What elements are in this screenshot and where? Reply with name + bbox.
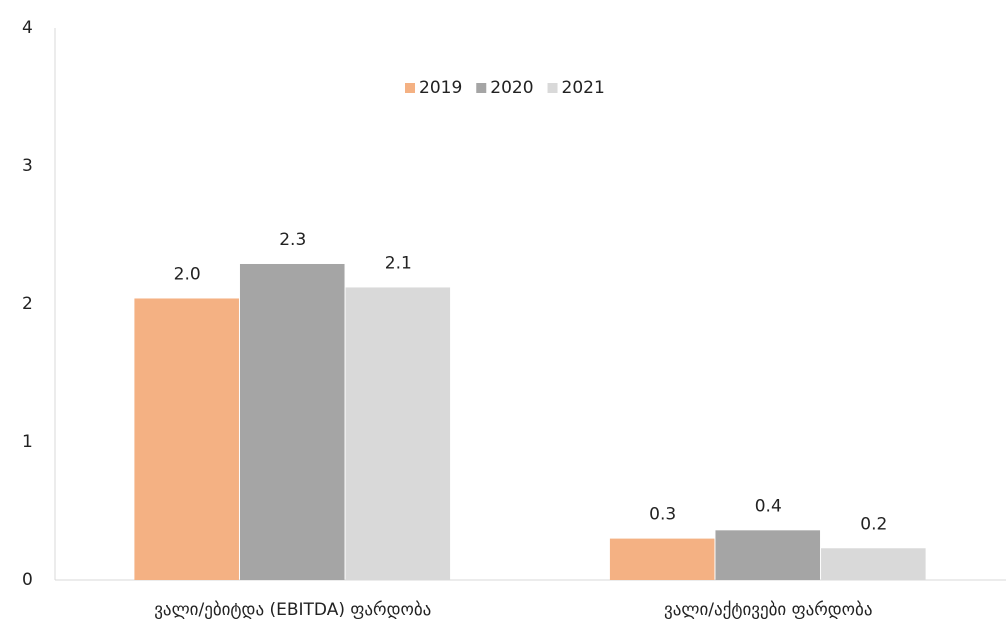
bar [239,263,345,580]
bar [134,298,239,580]
data-label: 0.2 [860,514,887,534]
x-tick-label: ვალი/აქტივები ფარდობა [664,600,872,620]
data-label: 0.4 [755,496,782,516]
y-tick-label: 3 [22,156,33,176]
bar [715,530,821,580]
bar [345,287,451,580]
bar [609,538,715,580]
legend-swatch [405,83,415,93]
data-label: 2.1 [385,253,412,273]
data-label: 2.0 [174,264,201,284]
legend-label: 2021 [562,78,605,98]
legend-label: 2019 [419,78,462,98]
y-tick-label: 0 [22,570,33,590]
legend-label: 2020 [490,78,533,98]
data-label: 0.3 [649,505,676,525]
legend-swatch [547,83,558,93]
y-tick-label: 2 [22,294,33,314]
data-label: 2.3 [279,230,306,250]
y-tick-label: 1 [22,432,33,452]
x-tick-label: ვალი/ებიტდა (EBITDA) ფარდობა [154,600,431,620]
y-tick-label: 4 [22,18,33,38]
bar [821,548,926,580]
legend-swatch [476,83,487,93]
